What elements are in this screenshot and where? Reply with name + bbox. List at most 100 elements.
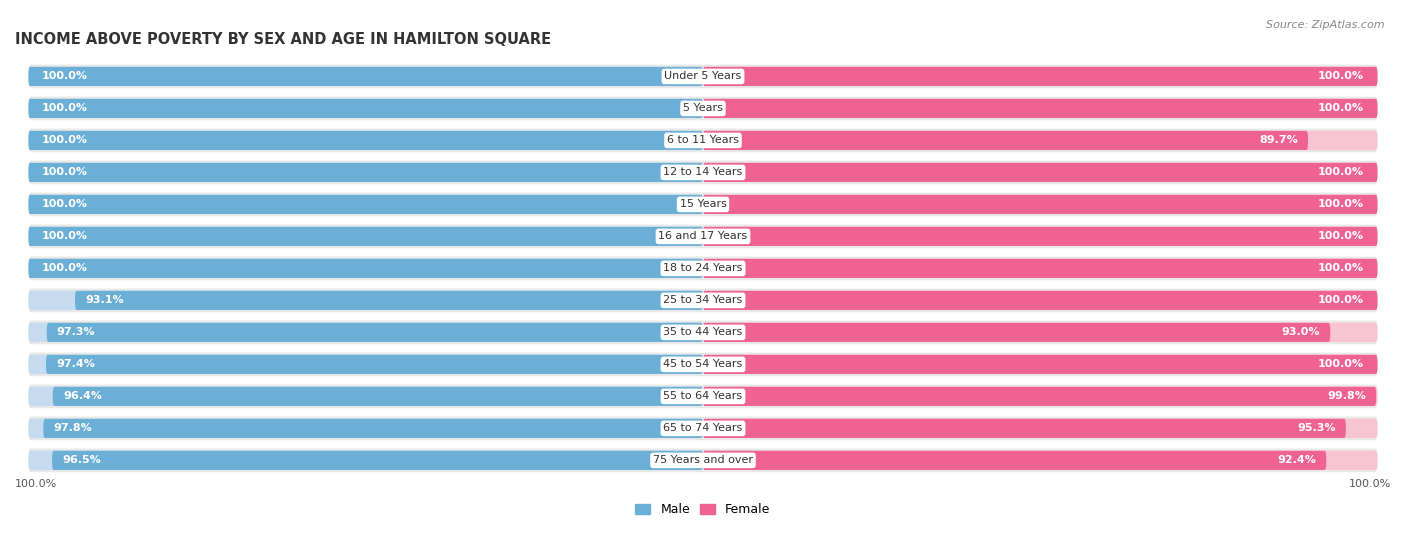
Text: 99.8%: 99.8% bbox=[1327, 391, 1367, 401]
Text: 15 Years: 15 Years bbox=[679, 200, 727, 210]
Text: 96.5%: 96.5% bbox=[62, 456, 101, 465]
Text: 25 to 34 Years: 25 to 34 Years bbox=[664, 295, 742, 305]
FancyBboxPatch shape bbox=[703, 291, 1378, 310]
FancyBboxPatch shape bbox=[28, 131, 703, 150]
FancyBboxPatch shape bbox=[703, 291, 1378, 310]
FancyBboxPatch shape bbox=[703, 227, 1378, 246]
FancyBboxPatch shape bbox=[28, 291, 703, 310]
Text: 12 to 14 Years: 12 to 14 Years bbox=[664, 167, 742, 177]
FancyBboxPatch shape bbox=[28, 259, 703, 278]
FancyBboxPatch shape bbox=[28, 131, 703, 150]
Text: 100.0%: 100.0% bbox=[1317, 231, 1364, 241]
Text: 6 to 11 Years: 6 to 11 Years bbox=[666, 135, 740, 145]
Text: 100.0%: 100.0% bbox=[1317, 103, 1364, 113]
Text: 92.4%: 92.4% bbox=[1277, 456, 1316, 465]
FancyBboxPatch shape bbox=[46, 323, 703, 342]
FancyBboxPatch shape bbox=[703, 131, 1378, 150]
FancyBboxPatch shape bbox=[28, 99, 703, 118]
FancyBboxPatch shape bbox=[28, 385, 1378, 408]
FancyBboxPatch shape bbox=[703, 163, 1378, 182]
FancyBboxPatch shape bbox=[28, 67, 703, 86]
FancyBboxPatch shape bbox=[53, 387, 703, 406]
FancyBboxPatch shape bbox=[28, 227, 703, 246]
Text: 5 Years: 5 Years bbox=[683, 103, 723, 113]
Text: Source: ZipAtlas.com: Source: ZipAtlas.com bbox=[1267, 20, 1385, 30]
FancyBboxPatch shape bbox=[703, 419, 1346, 438]
Text: INCOME ABOVE POVERTY BY SEX AND AGE IN HAMILTON SQUARE: INCOME ABOVE POVERTY BY SEX AND AGE IN H… bbox=[15, 32, 551, 47]
FancyBboxPatch shape bbox=[28, 387, 703, 406]
FancyBboxPatch shape bbox=[703, 227, 1378, 246]
Text: 55 to 64 Years: 55 to 64 Years bbox=[664, 391, 742, 401]
FancyBboxPatch shape bbox=[703, 355, 1378, 374]
FancyBboxPatch shape bbox=[28, 259, 703, 278]
Text: 100.0%: 100.0% bbox=[1317, 295, 1364, 305]
FancyBboxPatch shape bbox=[28, 163, 703, 182]
Text: 100.0%: 100.0% bbox=[42, 200, 89, 210]
FancyBboxPatch shape bbox=[28, 227, 703, 246]
Text: 100.0%: 100.0% bbox=[1317, 263, 1364, 273]
Text: 100.0%: 100.0% bbox=[1317, 72, 1364, 82]
FancyBboxPatch shape bbox=[28, 416, 1378, 440]
Text: 100.0%: 100.0% bbox=[42, 72, 89, 82]
FancyBboxPatch shape bbox=[703, 99, 1378, 118]
FancyBboxPatch shape bbox=[28, 320, 1378, 344]
Text: 93.0%: 93.0% bbox=[1282, 328, 1320, 338]
Text: 100.0%: 100.0% bbox=[1317, 359, 1364, 369]
Text: 100.0%: 100.0% bbox=[1317, 200, 1364, 210]
FancyBboxPatch shape bbox=[703, 131, 1308, 150]
FancyBboxPatch shape bbox=[703, 451, 1378, 470]
FancyBboxPatch shape bbox=[28, 195, 703, 214]
FancyBboxPatch shape bbox=[28, 65, 1378, 88]
FancyBboxPatch shape bbox=[28, 451, 703, 470]
Text: 97.3%: 97.3% bbox=[56, 328, 96, 338]
FancyBboxPatch shape bbox=[28, 419, 703, 438]
FancyBboxPatch shape bbox=[28, 353, 1378, 376]
FancyBboxPatch shape bbox=[52, 451, 703, 470]
Text: 45 to 54 Years: 45 to 54 Years bbox=[664, 359, 742, 369]
FancyBboxPatch shape bbox=[75, 291, 703, 310]
FancyBboxPatch shape bbox=[703, 67, 1378, 86]
FancyBboxPatch shape bbox=[703, 99, 1378, 118]
FancyBboxPatch shape bbox=[703, 323, 1330, 342]
Text: 97.8%: 97.8% bbox=[53, 423, 93, 433]
FancyBboxPatch shape bbox=[703, 163, 1378, 182]
Text: 100.0%: 100.0% bbox=[42, 263, 89, 273]
Text: 100.0%: 100.0% bbox=[1317, 167, 1364, 177]
Text: 100.0%: 100.0% bbox=[42, 231, 89, 241]
Text: 18 to 24 Years: 18 to 24 Years bbox=[664, 263, 742, 273]
FancyBboxPatch shape bbox=[28, 160, 1378, 184]
FancyBboxPatch shape bbox=[28, 195, 703, 214]
Text: 100.0%: 100.0% bbox=[15, 479, 58, 489]
Text: 89.7%: 89.7% bbox=[1260, 135, 1298, 145]
FancyBboxPatch shape bbox=[703, 323, 1378, 342]
FancyBboxPatch shape bbox=[28, 355, 703, 374]
Text: 35 to 44 Years: 35 to 44 Years bbox=[664, 328, 742, 338]
FancyBboxPatch shape bbox=[28, 448, 1378, 472]
FancyBboxPatch shape bbox=[703, 259, 1378, 278]
FancyBboxPatch shape bbox=[28, 323, 703, 342]
FancyBboxPatch shape bbox=[28, 192, 1378, 216]
FancyBboxPatch shape bbox=[703, 195, 1378, 214]
Text: 93.1%: 93.1% bbox=[86, 295, 124, 305]
FancyBboxPatch shape bbox=[703, 387, 1376, 406]
FancyBboxPatch shape bbox=[703, 419, 1378, 438]
FancyBboxPatch shape bbox=[28, 97, 1378, 120]
FancyBboxPatch shape bbox=[28, 67, 703, 86]
FancyBboxPatch shape bbox=[703, 195, 1378, 214]
Text: 95.3%: 95.3% bbox=[1298, 423, 1336, 433]
FancyBboxPatch shape bbox=[703, 259, 1378, 278]
Text: 16 and 17 Years: 16 and 17 Years bbox=[658, 231, 748, 241]
Text: 65 to 74 Years: 65 to 74 Years bbox=[664, 423, 742, 433]
FancyBboxPatch shape bbox=[703, 355, 1378, 374]
Text: 100.0%: 100.0% bbox=[42, 103, 89, 113]
Text: 97.4%: 97.4% bbox=[56, 359, 96, 369]
Text: Under 5 Years: Under 5 Years bbox=[665, 72, 741, 82]
FancyBboxPatch shape bbox=[28, 99, 703, 118]
Legend: Male, Female: Male, Female bbox=[630, 499, 776, 522]
Text: 100.0%: 100.0% bbox=[1348, 479, 1391, 489]
FancyBboxPatch shape bbox=[46, 355, 703, 374]
FancyBboxPatch shape bbox=[28, 288, 1378, 312]
FancyBboxPatch shape bbox=[703, 67, 1378, 86]
Text: 100.0%: 100.0% bbox=[42, 135, 89, 145]
FancyBboxPatch shape bbox=[28, 225, 1378, 248]
